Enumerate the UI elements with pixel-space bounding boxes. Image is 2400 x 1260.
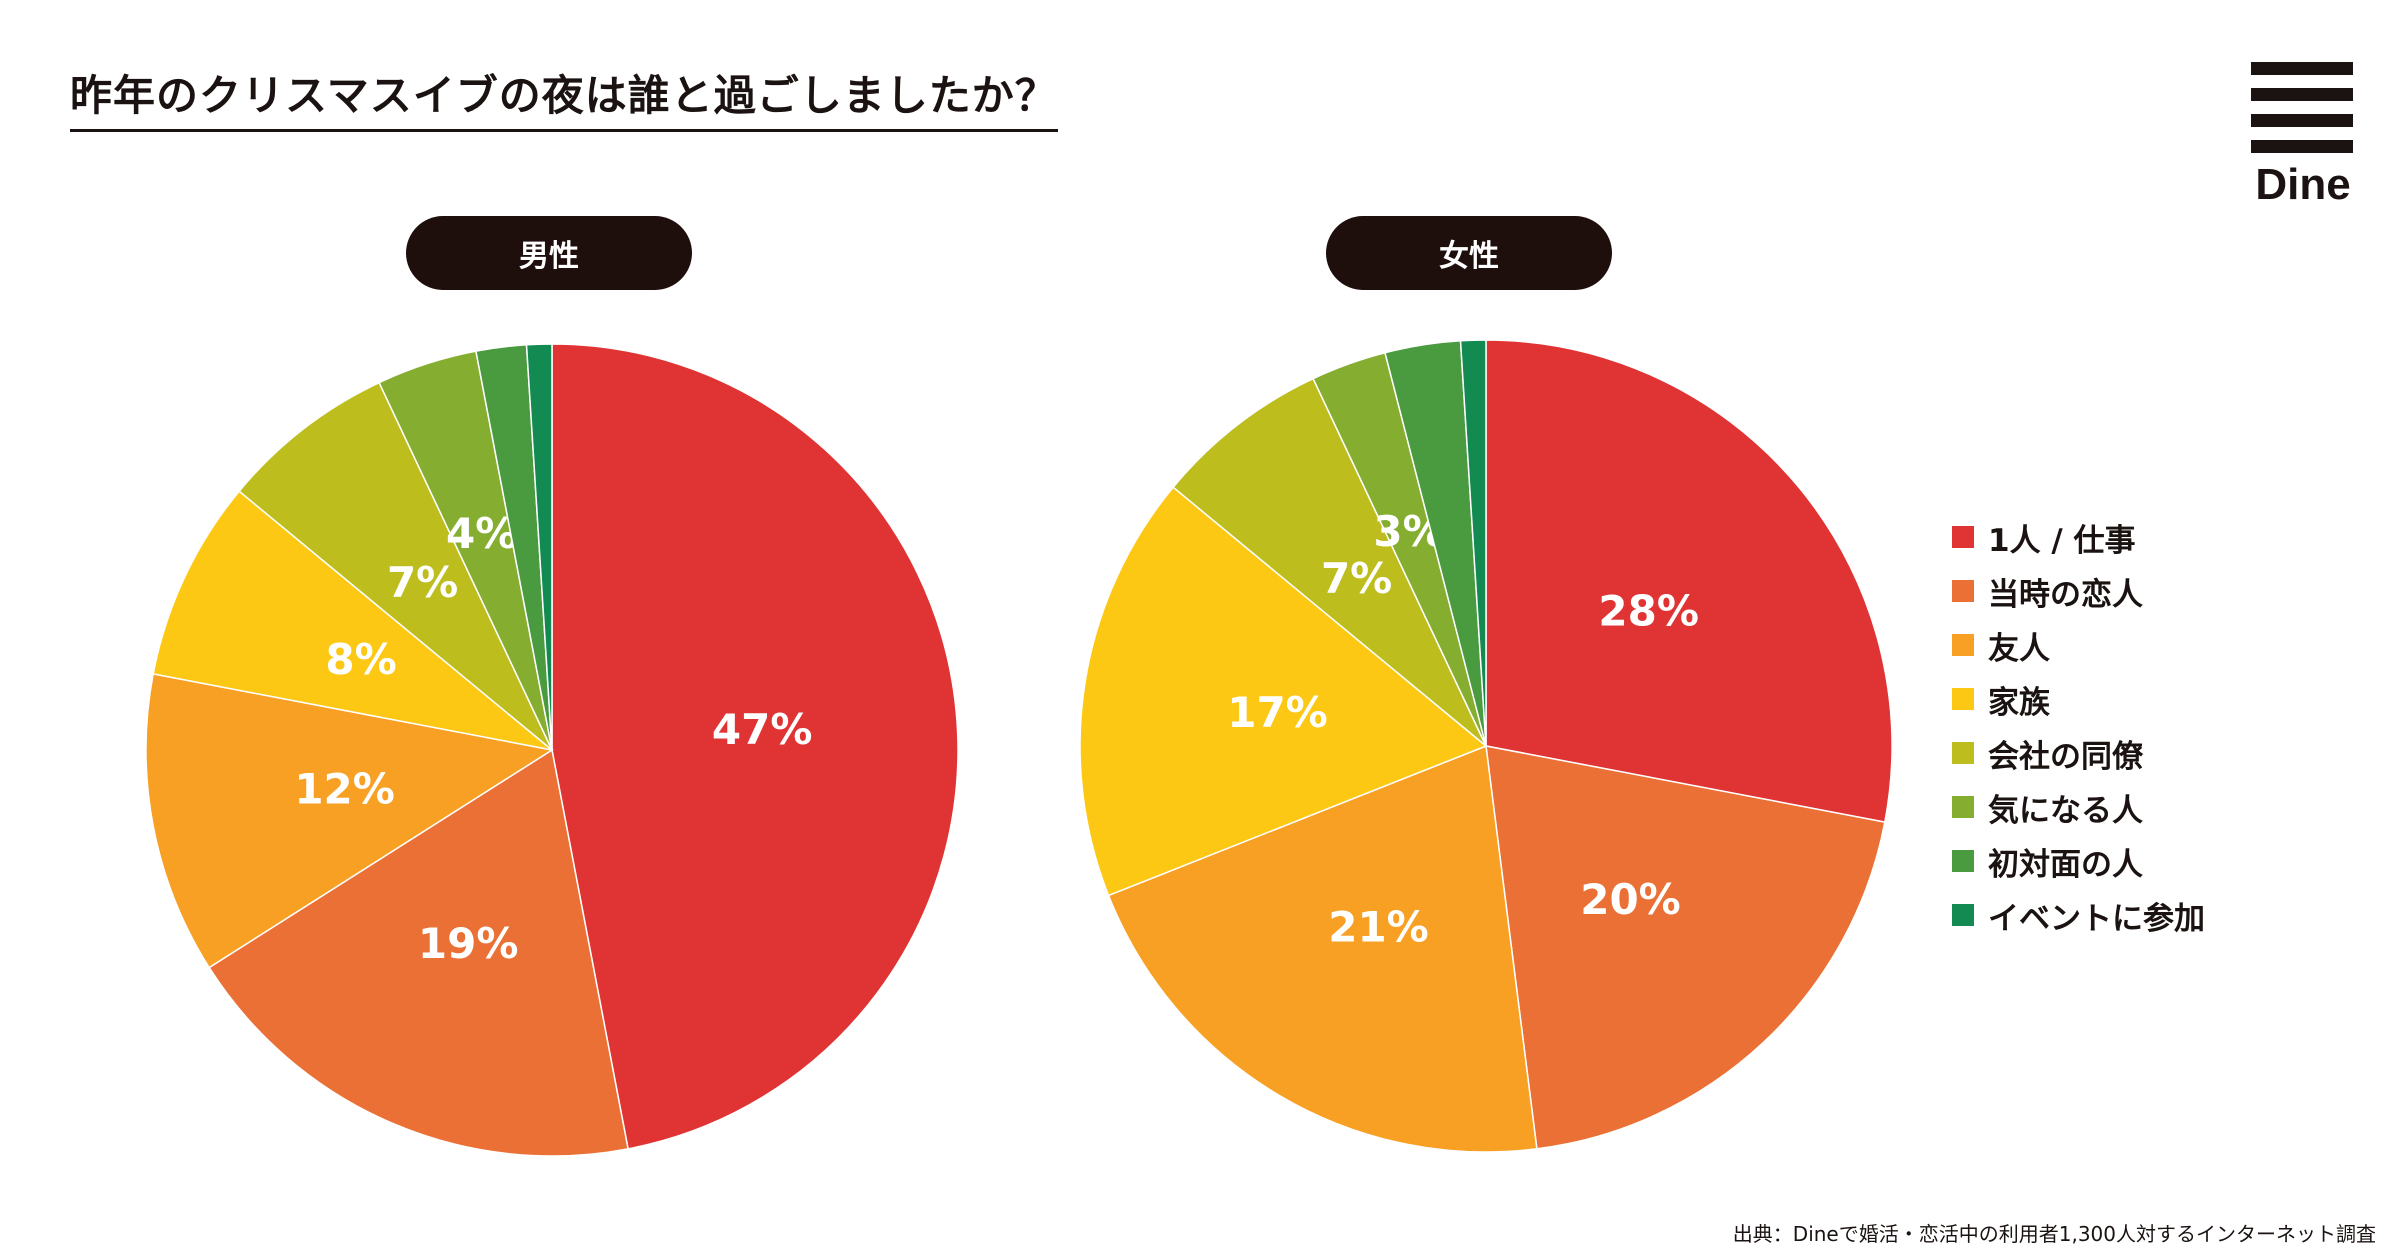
male-slice-3 xyxy=(145,673,555,969)
female-data-label-2: 20% xyxy=(1580,875,1681,924)
legend-label: 会社の同僚 xyxy=(1988,738,2143,775)
male-data-label-3: 12% xyxy=(294,765,395,814)
legend-swatch xyxy=(1952,634,1974,656)
male-slice-1 xyxy=(551,343,959,1150)
male-slice-2 xyxy=(208,748,629,1157)
legend-label: 初対面の人 xyxy=(1988,846,2143,883)
female-data-label-4: 17% xyxy=(1227,688,1328,737)
legend-swatch xyxy=(1952,796,1974,818)
page-title: 昨年のクリスマスイブの夜は誰と過ごしましたか？ xyxy=(70,62,1058,132)
female-chart-title: 女性 xyxy=(1326,216,1612,290)
male-data-label-6: 4% xyxy=(446,509,517,558)
female-slice-8 xyxy=(1459,339,1487,747)
legend-label: 家族 xyxy=(1988,684,2050,721)
female-data-label-3: 21% xyxy=(1328,903,1429,952)
legend: 1人 / 仕事 当時の恋人友人家族会社の同僚気になる人初対面の人イベントに参加 xyxy=(1952,510,2205,942)
dine-logo: Dine xyxy=(2248,62,2358,212)
legend-item: 初対面の人 xyxy=(1952,834,2205,888)
legend-label: 気になる人 xyxy=(1988,792,2143,829)
male-data-label-4: 8% xyxy=(325,635,396,684)
legend-item: 会社の同僚 xyxy=(1952,726,2205,780)
legend-label: 当時の恋人 xyxy=(1988,576,2143,613)
legend-swatch xyxy=(1952,742,1974,764)
logo-bar xyxy=(2251,88,2353,101)
female-slice-4 xyxy=(1079,486,1488,897)
female-data-label-5: 7% xyxy=(1321,554,1392,603)
male-slice-8 xyxy=(525,343,553,751)
female-data-label-1: 28% xyxy=(1598,586,1699,635)
legend-swatch xyxy=(1952,904,1974,926)
male-slice-5 xyxy=(238,381,553,751)
female-slice-5 xyxy=(1172,377,1487,747)
legend-label: 1人 / 仕事 xyxy=(1988,522,2136,559)
legend-item: イベントに参加 xyxy=(1952,888,2205,942)
female-slice-2 xyxy=(1485,745,1886,1150)
legend-swatch xyxy=(1952,526,1974,548)
legend-item: 当時の恋人 xyxy=(1952,564,2205,618)
legend-label: イベントに参加 xyxy=(1988,900,2205,937)
female-slice-3 xyxy=(1107,744,1538,1153)
male-data-label-2: 19% xyxy=(418,919,519,968)
legend-item: 家族 xyxy=(1952,672,2205,726)
male-data-label-1: 47% xyxy=(712,705,813,754)
logo-bar xyxy=(2251,140,2353,153)
male-slice-4 xyxy=(152,490,553,751)
legend-label: 友人 xyxy=(1988,630,2050,667)
legend-item: 1人 / 仕事 xyxy=(1952,510,2205,564)
logo-text: Dine xyxy=(2255,160,2351,209)
legend-swatch xyxy=(1952,850,1974,872)
legend-item: 気になる人 xyxy=(1952,780,2205,834)
male-data-label-5: 7% xyxy=(387,558,458,607)
legend-swatch xyxy=(1952,688,1974,710)
logo-bar xyxy=(2251,62,2353,75)
source-note: 出典：Dineで婚活・恋活中の利用者1,300人対するインターネット調査 xyxy=(1732,1222,2376,1246)
legend-item: 友人 xyxy=(1952,618,2205,672)
male-chart-title: 男性 xyxy=(406,216,692,290)
female-slice-1 xyxy=(1485,339,1893,823)
logo-bar xyxy=(2251,114,2353,127)
legend-swatch xyxy=(1952,580,1974,602)
